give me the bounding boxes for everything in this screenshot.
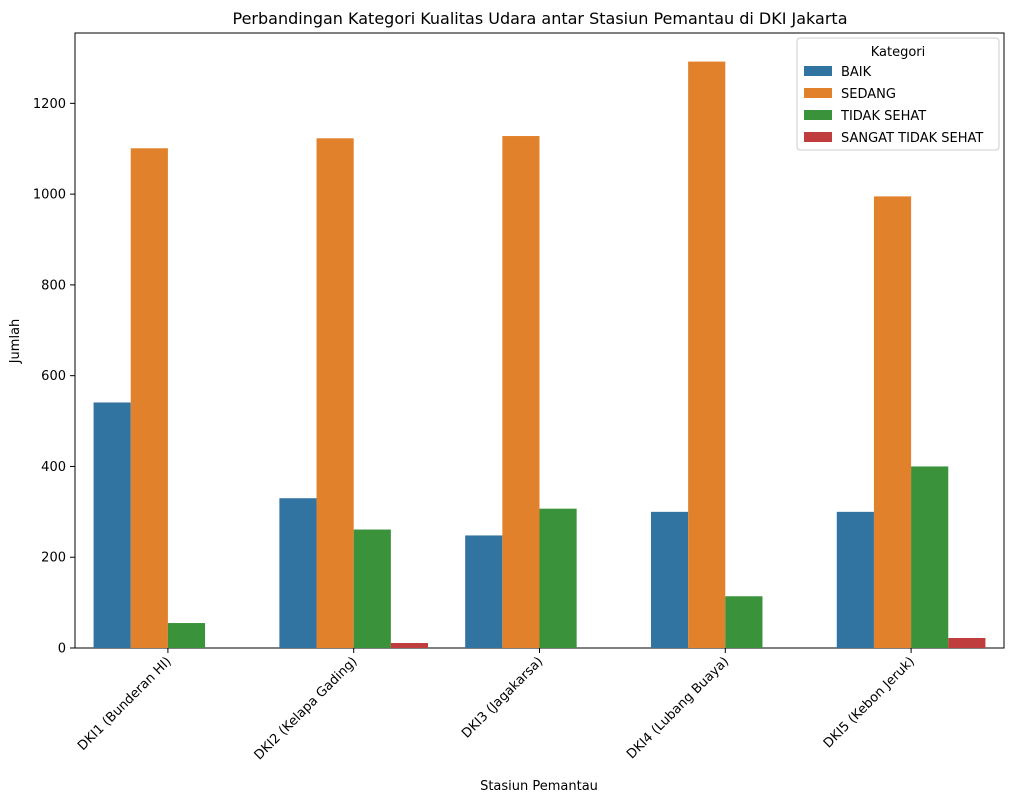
legend-label-tidak-sehat: TIDAK SEHAT [840, 109, 926, 124]
bar-baik-0 [93, 402, 131, 648]
bar-sedang-4 [873, 196, 912, 648]
x-axis-label: Stasiun Pemantau [480, 779, 598, 794]
legend-label-sedang: SEDANG [841, 87, 896, 102]
chart-title: Perbandingan Kategori Kualitas Udara ant… [233, 9, 848, 28]
x-tick-label: DKI3 (Jagakarsa) [459, 654, 546, 741]
bar-sangat-tidak-sehat-4 [948, 638, 986, 648]
x-axis: DKI1 (Bunderan HI) DKI2 (Kelapa Gading) DK… [75, 648, 918, 763]
bars [93, 61, 986, 649]
y-tick-label: 800 [41, 278, 66, 293]
y-tick-label: 1200 [33, 97, 66, 112]
y-tick-label: 400 [41, 460, 66, 475]
bar-baik-1 [279, 498, 317, 648]
y-axis: 0 200 400 600 800 1000 1200 [33, 97, 75, 657]
legend-swatch-sedang [804, 88, 832, 98]
bar-sedang-0 [130, 148, 168, 648]
bar-tidak-sehat-0 [167, 623, 206, 648]
y-tick-label: 1000 [33, 188, 66, 203]
bar-baik-4 [836, 511, 874, 648]
bar-tidak-sehat-2 [539, 508, 577, 648]
bar-tidak-sehat-3 [725, 596, 763, 648]
legend-label-baik: BAIK [841, 65, 872, 80]
x-tick-label: DKI5 (Kebon Jeruk) [821, 654, 918, 751]
legend-swatch-baik [804, 66, 832, 76]
bar-baik-3 [650, 511, 689, 648]
bar-sedang-2 [502, 136, 540, 648]
bar-baik-2 [465, 535, 503, 648]
bar-sedang-1 [316, 138, 354, 649]
x-tick-label: DKI1 (Bunderan HI) [75, 654, 175, 754]
x-tick-label: DKI2 (Kelapa Gading) [252, 654, 361, 763]
y-tick-label: 0 [58, 642, 66, 657]
x-tick-label: DKI4 (Lubang Buaya) [624, 654, 732, 762]
y-axis-label: Jumlah [8, 319, 23, 365]
bar-tidak-sehat-1 [353, 529, 391, 648]
legend-swatch-sangat-tidak-sehat [804, 132, 832, 142]
bar-tidak-sehat-4 [911, 466, 949, 648]
bar-sangat-tidak-sehat-1 [390, 643, 429, 648]
legend: Kategori BAIK SEDANG TIDAK SEHAT SANGAT TIDA… [796, 37, 1000, 151]
y-tick-label: 200 [41, 551, 66, 566]
legend-title: Kategori [871, 45, 926, 60]
y-tick-label: 600 [41, 369, 66, 384]
legend-box [796, 37, 1000, 151]
bar-sedang-3 [688, 61, 726, 648]
legend-swatch-tidak-sehat [804, 110, 832, 120]
legend-label-sangat-tidak-sehat: SANGAT TIDAK SEHAT [841, 131, 983, 146]
